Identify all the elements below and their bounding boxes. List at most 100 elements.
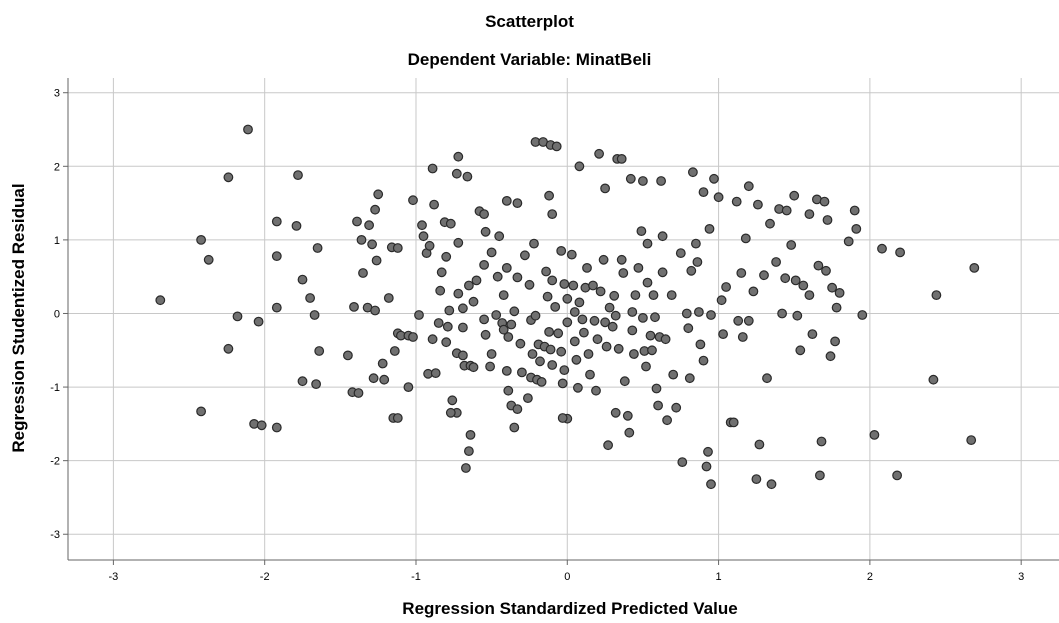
data-point bbox=[595, 286, 606, 297]
data-point bbox=[542, 291, 553, 302]
data-point bbox=[297, 376, 308, 387]
x-tick-label: 1 bbox=[716, 571, 722, 583]
x-tick-label: -2 bbox=[260, 571, 270, 583]
data-point bbox=[736, 268, 747, 278]
data-point bbox=[271, 422, 282, 433]
data-point bbox=[523, 393, 533, 404]
data-point bbox=[706, 310, 716, 320]
data-point bbox=[728, 417, 739, 428]
data-point bbox=[451, 168, 462, 179]
data-point bbox=[368, 373, 379, 384]
data-point bbox=[271, 302, 282, 313]
data-point bbox=[569, 336, 580, 347]
data-point bbox=[544, 190, 554, 201]
data-point bbox=[781, 205, 792, 216]
data-point bbox=[491, 310, 502, 320]
data-point bbox=[603, 440, 613, 451]
data-point bbox=[461, 463, 471, 473]
data-point bbox=[592, 334, 603, 345]
data-point bbox=[367, 239, 378, 250]
data-point bbox=[429, 199, 440, 210]
data-point bbox=[352, 216, 362, 227]
x-tick-label: 0 bbox=[564, 571, 570, 583]
data-point bbox=[453, 237, 464, 248]
data-point bbox=[547, 360, 558, 370]
data-point bbox=[556, 245, 567, 256]
data-point bbox=[610, 310, 621, 321]
data-point bbox=[627, 307, 638, 317]
data-point bbox=[417, 220, 427, 231]
data-point bbox=[804, 209, 815, 220]
data-point bbox=[445, 218, 456, 229]
data-point bbox=[155, 295, 166, 306]
data-point bbox=[585, 369, 595, 380]
data-point bbox=[479, 209, 490, 220]
data-point bbox=[830, 336, 840, 347]
data-point bbox=[568, 280, 579, 291]
data-point bbox=[633, 263, 644, 273]
data-point bbox=[610, 407, 621, 418]
data-point bbox=[503, 385, 514, 396]
data-point bbox=[545, 344, 556, 355]
data-point bbox=[636, 226, 647, 237]
data-point bbox=[501, 263, 512, 273]
data-point bbox=[762, 373, 772, 384]
data-point bbox=[464, 446, 474, 457]
data-point bbox=[613, 343, 624, 354]
data-point bbox=[792, 310, 803, 321]
data-point bbox=[544, 327, 554, 337]
data-point bbox=[223, 343, 234, 354]
data-point bbox=[441, 251, 452, 262]
data-point bbox=[616, 153, 627, 164]
y-tick-label: 0 bbox=[54, 308, 60, 320]
data-point bbox=[349, 302, 359, 312]
data-point bbox=[780, 273, 791, 284]
data-point bbox=[641, 361, 651, 372]
data-point bbox=[692, 257, 703, 267]
data-point bbox=[524, 279, 535, 290]
data-point bbox=[427, 163, 438, 174]
data-point bbox=[668, 369, 679, 380]
data-point bbox=[813, 260, 824, 271]
data-point bbox=[494, 231, 505, 242]
data-point bbox=[969, 263, 980, 273]
chart-subtitle: Dependent Variable: MinatBeli bbox=[407, 50, 652, 69]
data-point bbox=[733, 315, 744, 326]
data-point bbox=[716, 295, 727, 306]
data-point bbox=[691, 238, 701, 249]
data-point bbox=[743, 315, 754, 326]
data-point bbox=[506, 319, 517, 330]
data-point bbox=[671, 402, 682, 413]
data-point bbox=[683, 323, 694, 334]
data-point bbox=[427, 334, 438, 345]
data-point bbox=[557, 378, 568, 389]
data-points bbox=[155, 124, 980, 490]
data-point bbox=[648, 290, 659, 301]
data-point bbox=[688, 167, 698, 178]
data-point bbox=[392, 243, 403, 253]
data-point bbox=[535, 356, 545, 367]
data-point bbox=[625, 173, 636, 184]
data-point bbox=[709, 173, 719, 184]
data-point bbox=[618, 268, 629, 278]
data-point bbox=[383, 293, 394, 303]
x-tick-label: -1 bbox=[411, 571, 421, 583]
data-point bbox=[645, 330, 656, 341]
data-point bbox=[547, 275, 558, 286]
data-point bbox=[445, 407, 456, 418]
data-point bbox=[751, 474, 762, 485]
data-point bbox=[389, 346, 400, 356]
data-point bbox=[492, 271, 503, 282]
data-point bbox=[465, 430, 476, 440]
data-point bbox=[436, 267, 447, 278]
data-point bbox=[627, 325, 638, 336]
data-point bbox=[825, 351, 836, 362]
data-point bbox=[574, 297, 585, 308]
data-point bbox=[309, 310, 320, 320]
data-point bbox=[695, 339, 706, 350]
data-point bbox=[551, 141, 562, 152]
data-point bbox=[223, 172, 234, 183]
data-point bbox=[468, 296, 479, 307]
data-point bbox=[305, 293, 316, 303]
data-point bbox=[666, 290, 677, 301]
